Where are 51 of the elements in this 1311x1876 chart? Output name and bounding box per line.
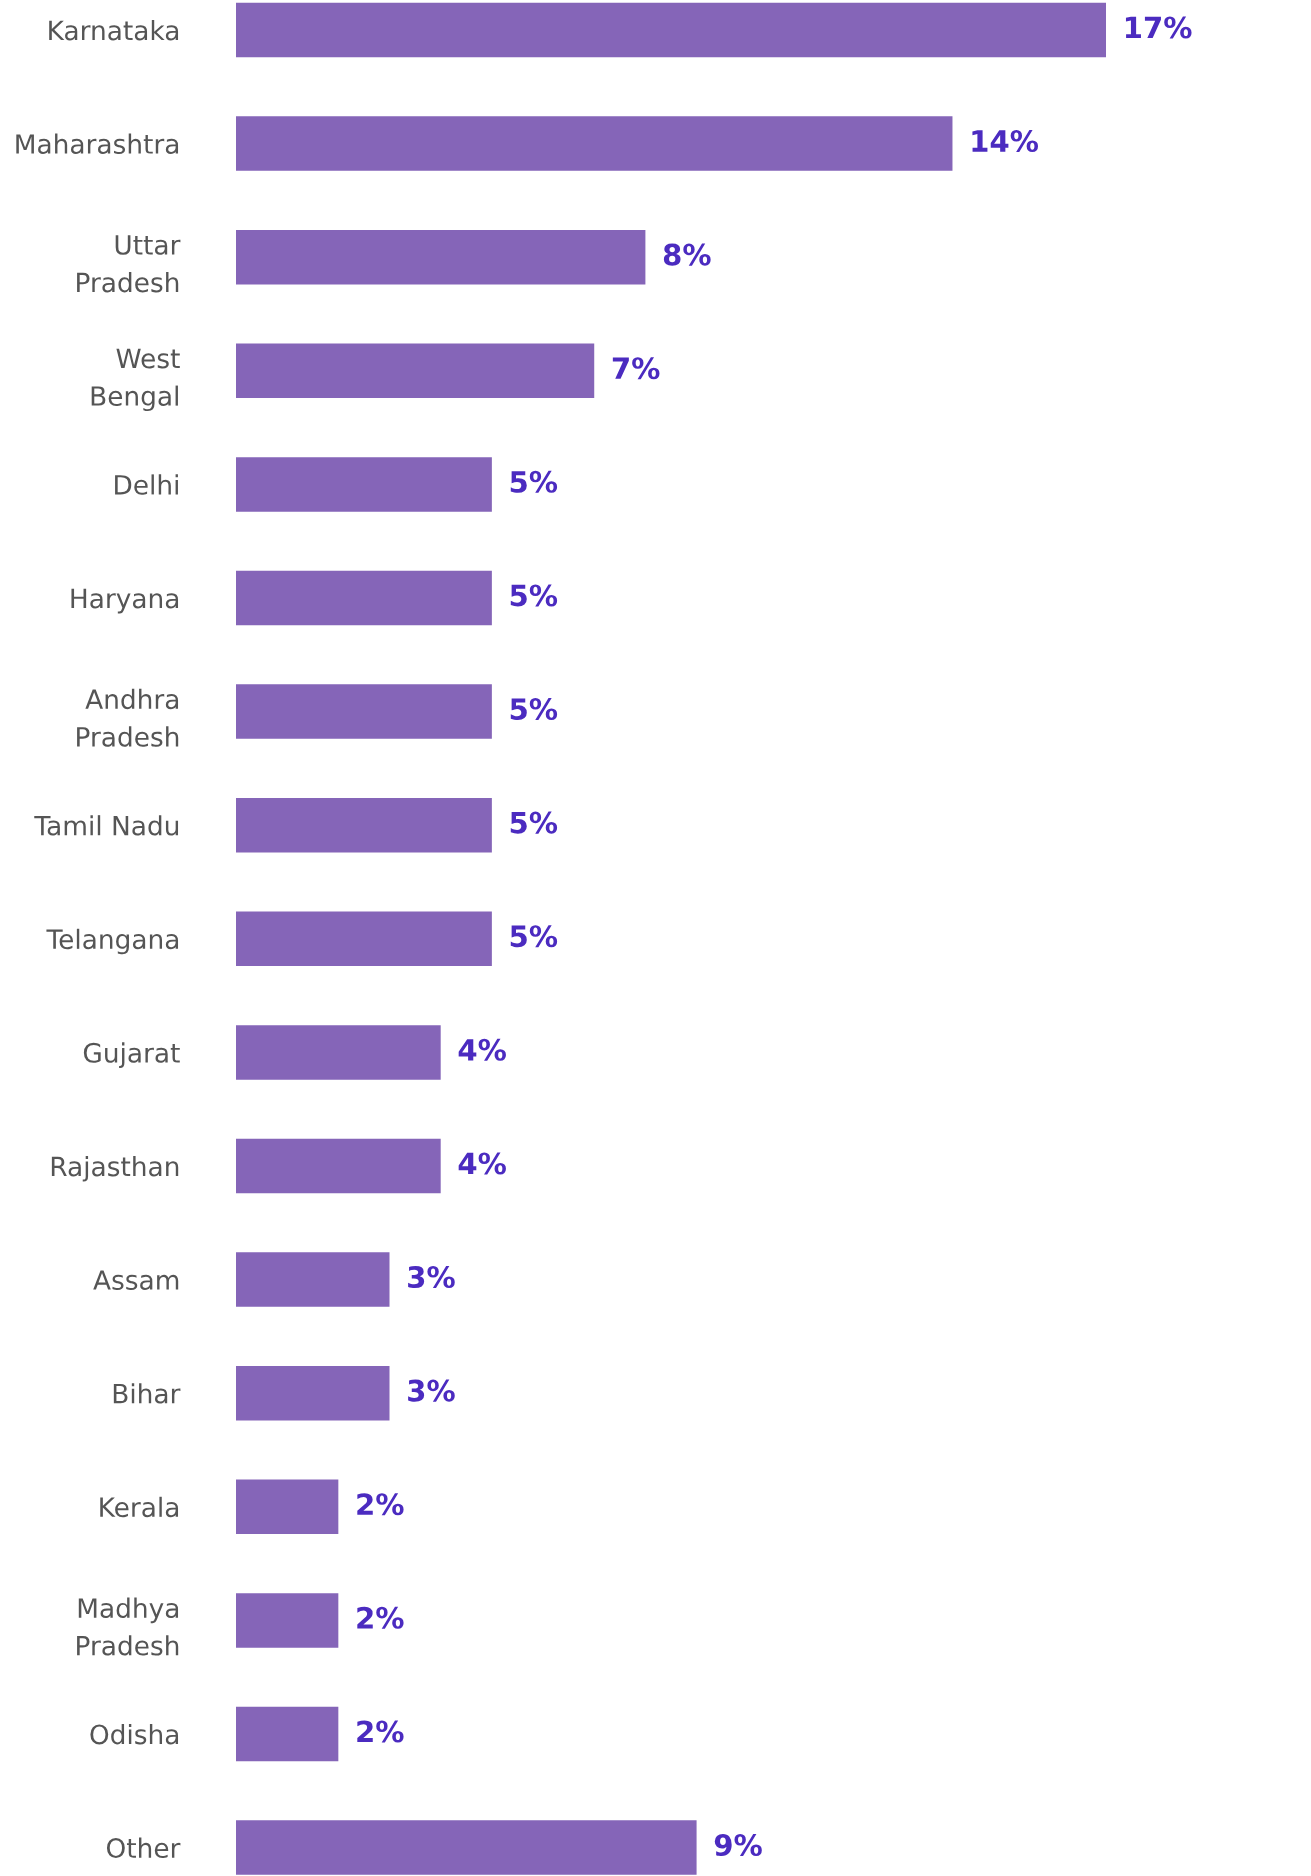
data-label: 5%	[510, 470, 558, 493]
bar	[235, 1479, 339, 1535]
bar	[235, 229, 646, 285]
y-tick-label: Madhya Pradesh	[77, 1597, 179, 1656]
data-label: 9%	[714, 1834, 762, 1857]
data-label: 5%	[510, 698, 558, 721]
y-tick-label: Other	[106, 1837, 181, 1858]
y-tick-label: Odisha	[90, 1723, 179, 1745]
y-tick-label: Delhi	[115, 474, 178, 495]
data-label: 8%	[663, 243, 711, 266]
y-tick-label: Andhra Pradesh	[77, 688, 179, 747]
bar	[235, 343, 595, 399]
bar	[235, 1820, 697, 1875]
bar	[235, 1025, 441, 1080]
bar	[235, 684, 492, 739]
data-label: 7%	[612, 357, 660, 380]
y-tick-label: Telangana	[46, 928, 179, 955]
bar	[235, 570, 492, 626]
data-label: 3%	[408, 1379, 455, 1402]
bar	[235, 2, 1107, 58]
y-tick-label: Haryana	[71, 588, 179, 614]
data-label: 5%	[510, 584, 558, 607]
data-label: 5%	[510, 925, 558, 948]
bar	[235, 116, 953, 171]
data-label: 4%	[458, 1038, 506, 1061]
data-label: 3%	[408, 1266, 455, 1289]
y-tick-label: Maharashtra	[16, 133, 179, 154]
data-label: 14%	[972, 129, 1039, 153]
y-tick-label: Tamil Nadu	[34, 815, 179, 836]
bar	[235, 911, 492, 967]
bar	[235, 797, 492, 853]
y-tick-label: West Bengal	[91, 348, 180, 412]
y-tick-label: Karnataka	[49, 19, 179, 41]
y-tick-label: Uttar Pradesh	[77, 235, 181, 293]
data-label: 4%	[458, 1152, 506, 1175]
data-label: 2%	[357, 1720, 404, 1743]
data-label: 2%	[357, 1493, 404, 1516]
y-tick-label: Rajasthan	[51, 1155, 179, 1182]
bar	[235, 457, 492, 512]
bar	[235, 1706, 339, 1762]
data-label: 2%	[357, 1606, 404, 1629]
bar	[235, 1138, 441, 1194]
bar	[235, 1252, 390, 1307]
data-label: 5%	[510, 811, 558, 834]
y-tick-label: Gujarat	[83, 1042, 180, 1068]
y-tick-label: Assam	[93, 1270, 179, 1290]
bar	[235, 1593, 339, 1648]
bar	[235, 1365, 390, 1421]
y-tick-label: Bihar	[113, 1383, 181, 1404]
data-label: 17%	[1125, 16, 1192, 39]
y-tick-label: Kerala	[100, 1496, 179, 1518]
